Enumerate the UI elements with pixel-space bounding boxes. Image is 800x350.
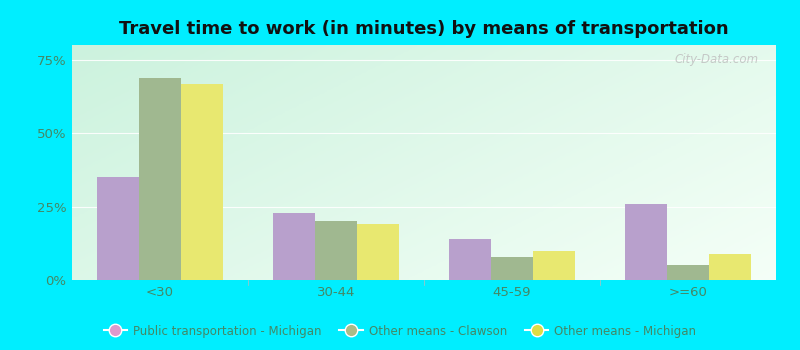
Bar — [625, 204, 667, 280]
Bar — [533, 251, 575, 280]
Title: Travel time to work (in minutes) by means of transportation: Travel time to work (in minutes) by mean… — [119, 20, 729, 38]
Bar — [449, 239, 491, 280]
Bar — [315, 222, 357, 280]
Bar — [357, 224, 399, 280]
Bar — [667, 265, 709, 280]
Text: City-Data.com: City-Data.com — [674, 52, 758, 65]
Bar — [139, 78, 181, 280]
Bar — [181, 84, 223, 280]
Bar — [709, 254, 751, 280]
Bar — [97, 177, 139, 280]
Legend: Public transportation - Michigan, Other means - Clawson, Other means - Michigan: Public transportation - Michigan, Other … — [99, 320, 701, 342]
Bar — [491, 257, 533, 280]
Bar — [273, 212, 315, 280]
